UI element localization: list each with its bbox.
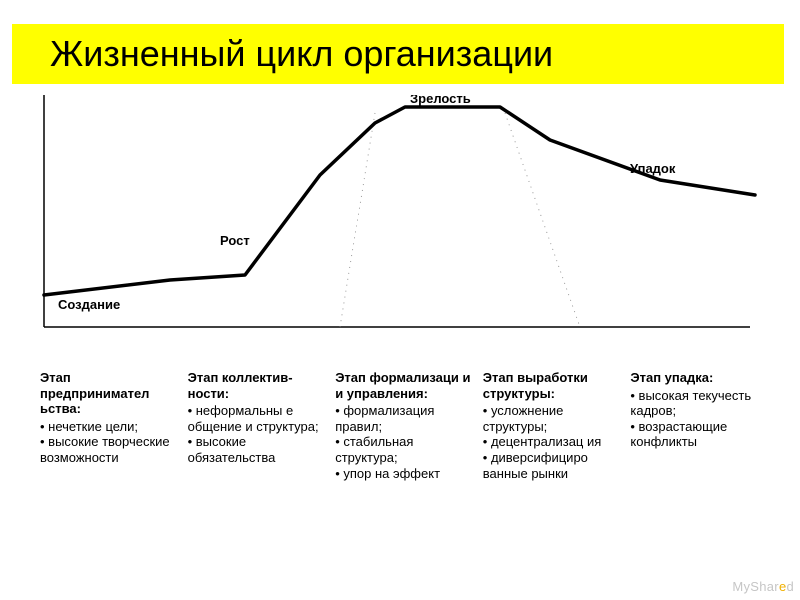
- stage-bullet: • усложнение структуры;: [483, 403, 623, 434]
- stage-head: Этап предпринимател ьства:: [40, 370, 180, 417]
- stage-bullet: • высокая текучесть кадров;: [630, 388, 770, 419]
- stage-bullet: • неформальны е общение и структура;: [188, 403, 328, 434]
- stage-bullet: • стабильная структура;: [335, 434, 475, 465]
- stage-bullet: • диверсифициро ванные рынки: [483, 450, 623, 481]
- stage-bullet: • высокие обязательства: [188, 434, 328, 465]
- stage-head: Этап коллектив- ности:: [188, 370, 328, 401]
- stage-head: Этап выработки структуры:: [483, 370, 623, 401]
- page-title: Жизненный цикл организации: [50, 33, 553, 75]
- stage-column-3: Этап выработки структуры:• усложнение ст…: [483, 370, 623, 481]
- stage-bullet: • упор на эффект: [335, 466, 475, 482]
- stage-head: Этап упадка:: [630, 370, 770, 386]
- stages-row: Этап предпринимател ьства: • нечеткие цел…: [40, 370, 770, 481]
- lifecycle-chart: Создание Рост Зрелость Упадок: [40, 95, 760, 355]
- stage-head: Этап формализаци и и управления:: [335, 370, 475, 401]
- stage-bullet: • децентрализац ия: [483, 434, 623, 450]
- stage-column-0: Этап предпринимател ьства: • нечеткие цел…: [40, 370, 180, 481]
- svg-text:Зрелость: Зрелость: [410, 95, 471, 106]
- stage-bullet: • формализация правил;: [335, 403, 475, 434]
- stage-column-2: Этап формализаци и и управления:• формал…: [335, 370, 475, 481]
- stage-column-4: Этап упадка: • высокая текучесть кадров;•…: [630, 370, 770, 481]
- svg-text:Рост: Рост: [220, 233, 250, 248]
- stage-column-1: Этап коллектив- ности:• неформальны е об…: [188, 370, 328, 481]
- chart-svg: Создание Рост Зрелость Упадок: [40, 95, 760, 355]
- watermark-text: MyShar: [732, 579, 779, 594]
- stage-bullet: • возрастающие конфликты: [630, 419, 770, 450]
- watermark: MyShared: [732, 579, 794, 594]
- stage-bullet: • нечеткие цели;: [40, 419, 180, 435]
- svg-text:Упадок: Упадок: [630, 161, 676, 176]
- svg-text:Создание: Создание: [58, 297, 120, 312]
- title-bar: Жизненный цикл организации: [12, 24, 784, 84]
- stage-bullet: • высокие творческие возможности: [40, 434, 180, 465]
- watermark-tail: d: [786, 579, 794, 594]
